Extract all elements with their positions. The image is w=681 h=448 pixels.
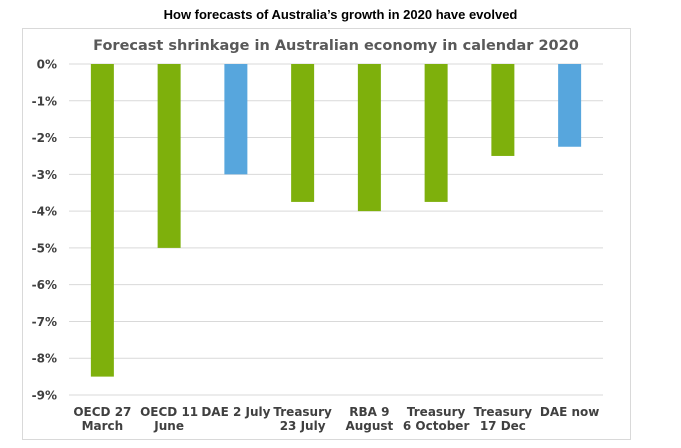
bar [424, 64, 448, 202]
y-tick-label: -2% [32, 131, 57, 145]
x-category-label: OECD 27 March [73, 405, 131, 433]
x-category-label: DAE 2 July [201, 405, 270, 419]
y-tick-label: -5% [32, 241, 57, 255]
bar [357, 64, 381, 212]
x-category-label: OECD 11 June [140, 405, 198, 433]
y-tick-label: 0% [37, 58, 57, 72]
y-tick-label: -4% [32, 205, 57, 219]
y-tick-label: -9% [32, 389, 57, 403]
x-category-label: DAE now [540, 405, 600, 419]
chart-frame [22, 28, 631, 440]
x-category-label: RBA 9 August [345, 405, 393, 433]
page-title: How forecasts of Australia’s growth in 2… [163, 7, 518, 22]
y-tick-label: -1% [32, 94, 57, 108]
gridlines [69, 63, 603, 396]
x-category-label: Treasury 23 July [273, 405, 332, 433]
x-category-label: Treasury 6 October [403, 405, 470, 433]
bar [291, 64, 315, 202]
y-axis-ticks: 0% -1% -2% -3% -4% -5% -6% -7% -8% -9% [32, 58, 57, 403]
bars [90, 64, 582, 377]
bar [491, 64, 515, 156]
bar [224, 64, 248, 175]
y-tick-label: -6% [32, 278, 57, 292]
x-category-label: Treasury 17 Dec [474, 405, 533, 433]
y-tick-label: -3% [32, 168, 57, 182]
bar [157, 64, 181, 248]
y-tick-label: -7% [32, 315, 57, 329]
bar [558, 64, 582, 147]
y-tick-label: -8% [32, 352, 57, 366]
bar [90, 64, 114, 377]
chart-title: Forecast shrinkage in Australian economy… [93, 38, 579, 54]
